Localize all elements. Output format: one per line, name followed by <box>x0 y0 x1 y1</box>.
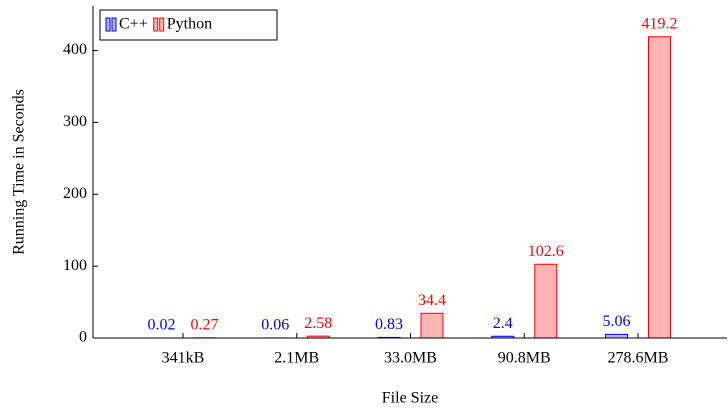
y-tick-label: 100 <box>63 257 87 274</box>
bar <box>648 36 671 339</box>
legend-swatch <box>153 17 159 32</box>
legend-box <box>99 9 278 41</box>
legend-label: Python <box>167 16 212 33</box>
value-label: 2.4 <box>493 315 513 332</box>
legend-label: C++ <box>119 16 148 33</box>
value-label: 102.6 <box>528 243 564 260</box>
x-axis-label: File Size <box>382 390 438 407</box>
y-axis-label: Running Time in Seconds <box>11 89 28 255</box>
x-tick-label: 90.8MB <box>498 350 551 367</box>
y-tick-label: 300 <box>63 113 87 130</box>
value-label: 419.2 <box>642 15 678 32</box>
bar <box>605 333 628 339</box>
value-label: 0.06 <box>261 317 289 334</box>
value-label: 0.27 <box>191 316 219 333</box>
legend-swatch <box>159 17 165 32</box>
x-tick-label: 341kB <box>162 350 205 367</box>
legend-swatch <box>111 17 117 32</box>
x-tick-label: 33.0MB <box>384 350 437 367</box>
y-tick-label: 200 <box>63 185 87 202</box>
legend-swatch <box>105 17 111 32</box>
value-label: 0.83 <box>375 316 403 333</box>
x-tick-label: 278.6MB <box>608 350 669 367</box>
x-tick-label: 2.1MB <box>274 350 319 367</box>
value-label: 5.06 <box>603 313 631 330</box>
value-label: 2.58 <box>304 315 332 332</box>
y-tick-label: 0 <box>79 329 87 346</box>
value-label: 34.4 <box>418 292 446 309</box>
bar <box>534 263 558 339</box>
bar <box>420 312 444 339</box>
value-label: 0.02 <box>148 317 176 334</box>
y-tick-label: 400 <box>63 41 87 58</box>
